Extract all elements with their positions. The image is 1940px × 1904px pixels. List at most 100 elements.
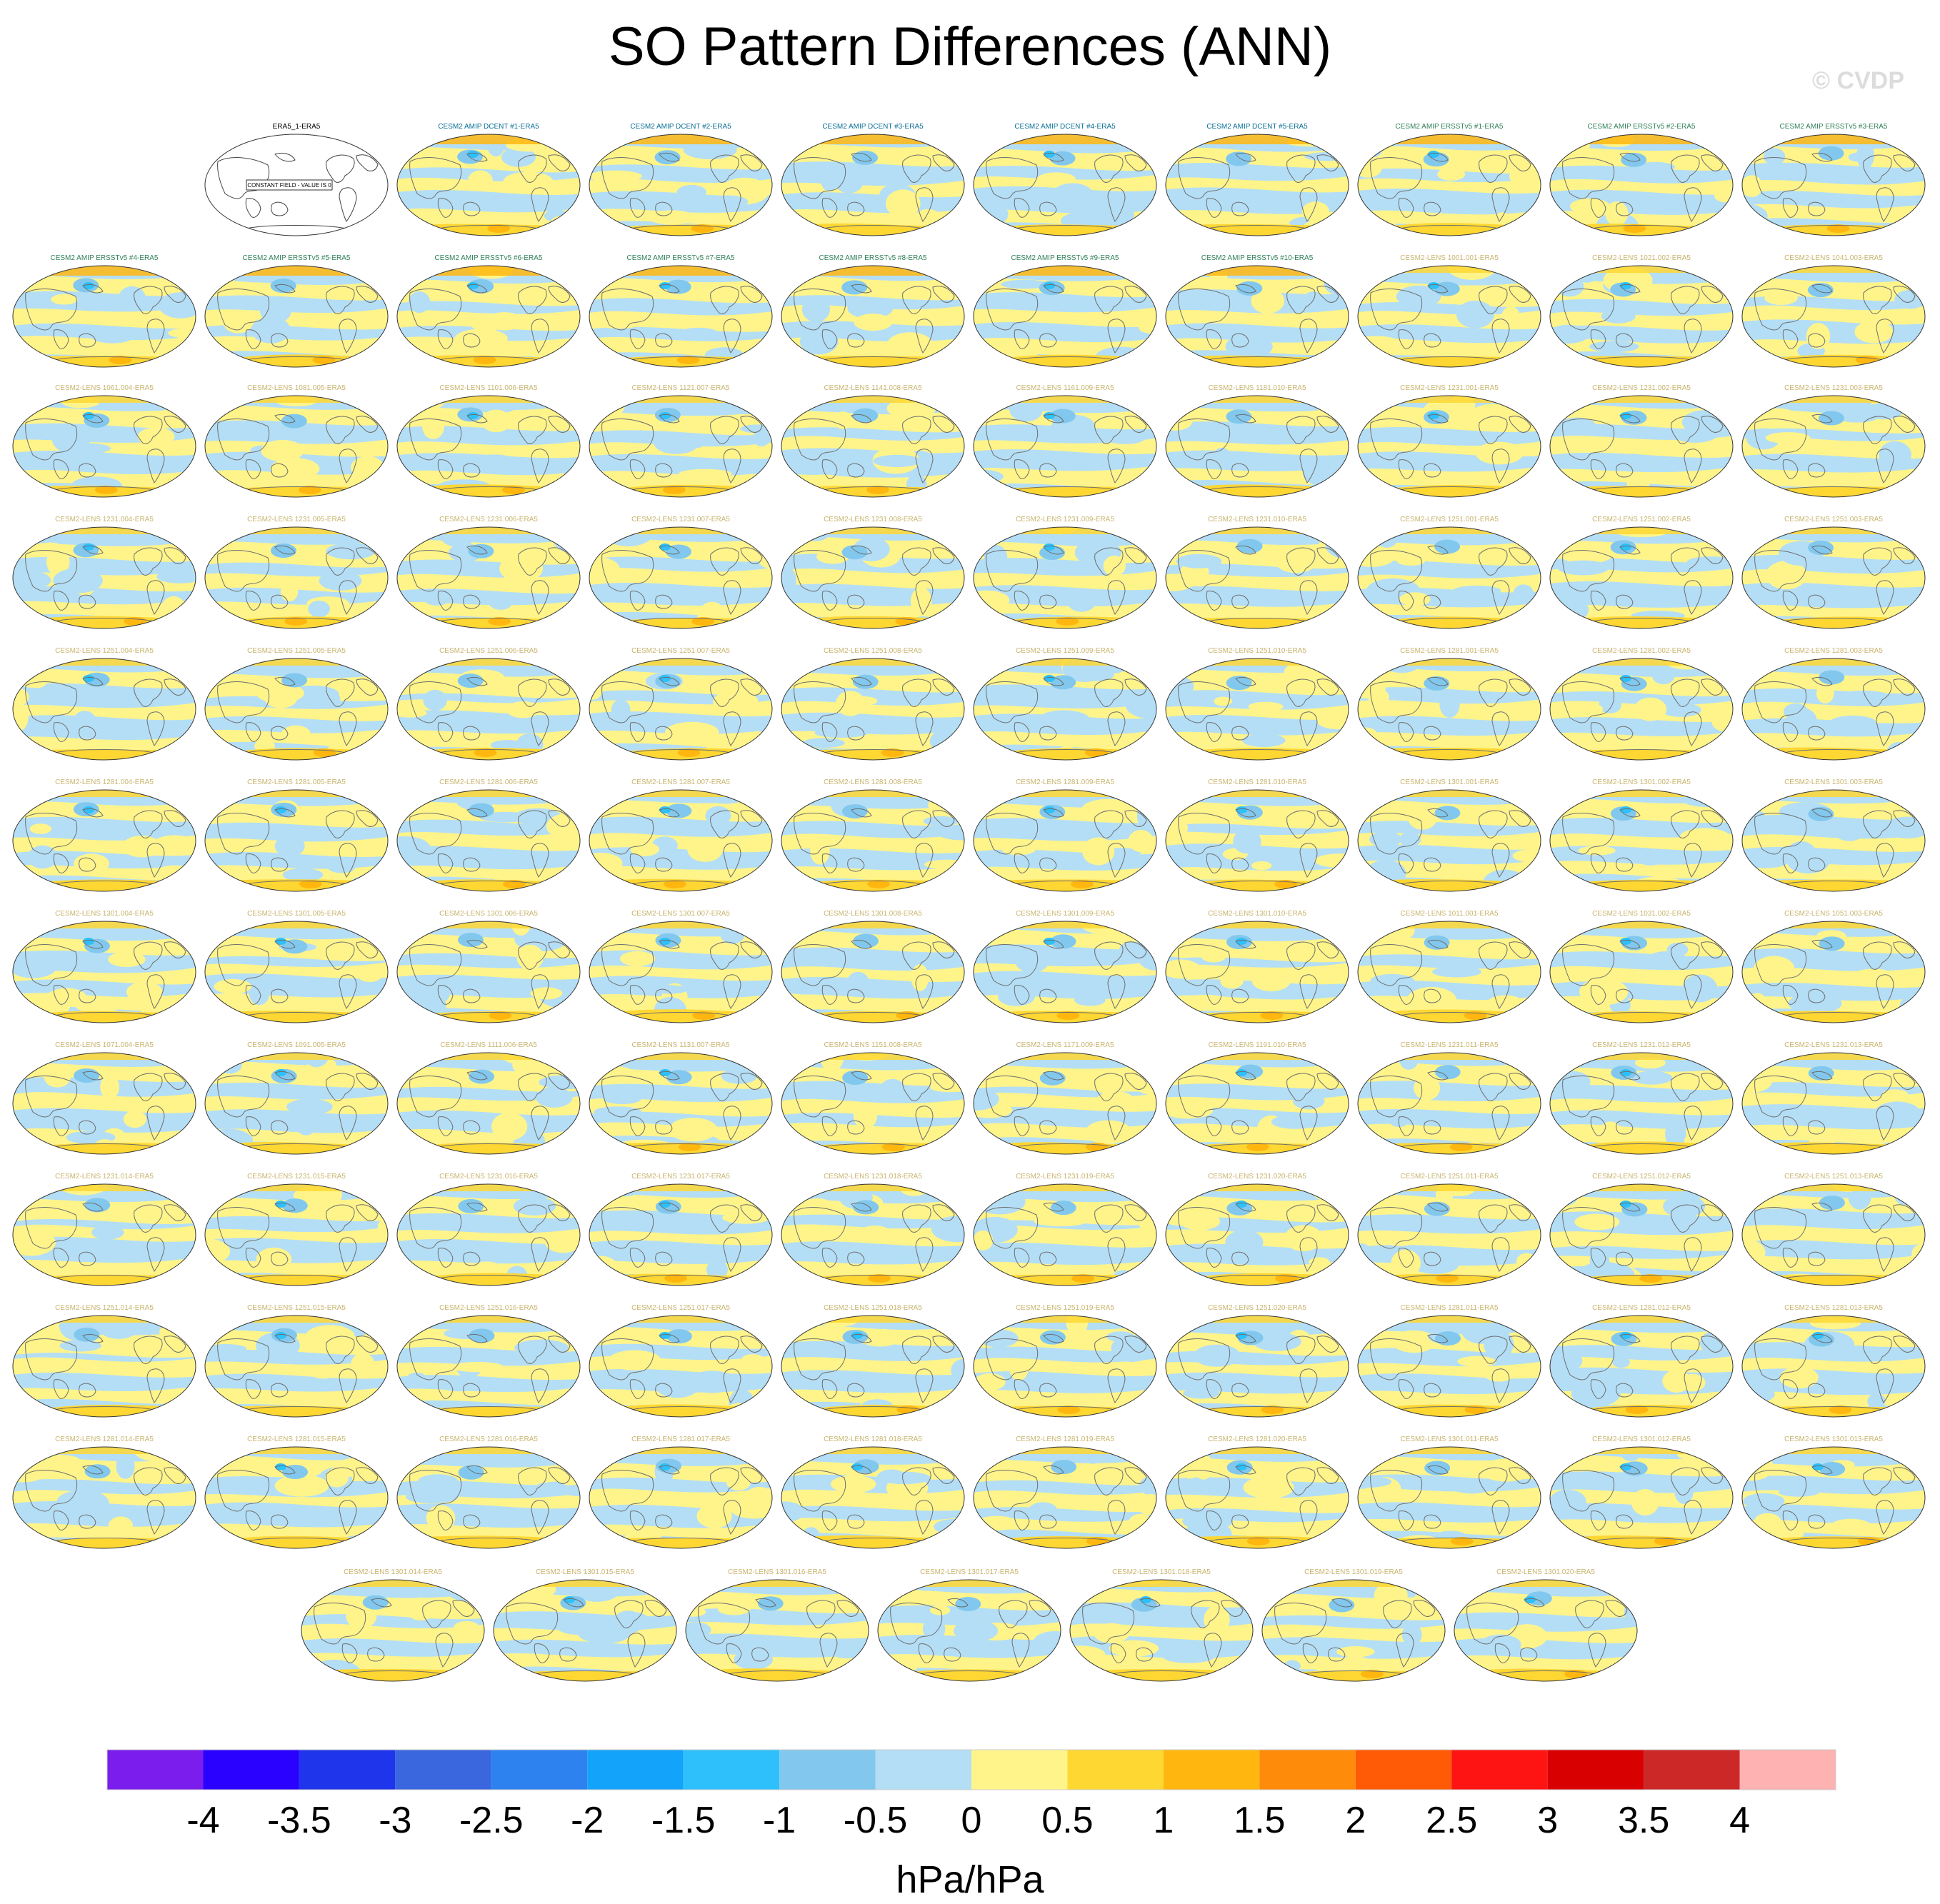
panel-title: CESM2 AMIP DCENT #1-ERA5 [438, 123, 539, 131]
map-panel: CESM2-LENS 1281.008-ERA5 [781, 778, 965, 892]
panel-title: CESM2-LENS 1251.002-ERA5 [1592, 516, 1691, 523]
map-panel: CESM2-LENS 1301.015-ERA5 [493, 1568, 677, 1682]
colorbar-tick-label: -3 [379, 1800, 411, 1841]
map-panel: CESM2 AMIP ERSSTv5 #2-ERA5 [1549, 123, 1734, 236]
panel-title: CESM2-LENS 1171.009-ERA5 [1016, 1041, 1114, 1049]
map-panel: CESM2-LENS 1231.005-ERA5 [204, 516, 389, 629]
map-panel: CESM2-LENS 1251.015-ERA5 [204, 1304, 389, 1418]
panel-title: CESM2-LENS 1301.012-ERA5 [1592, 1435, 1691, 1443]
map-panel: CESM2-LENS 1021.002-ERA5 [1549, 254, 1734, 368]
map-panel: CESM2-LENS 1281.019-ERA5 [973, 1435, 1157, 1549]
panel-title: CESM2-LENS 1281.016-ERA5 [439, 1435, 538, 1443]
map-panel: CESM2-LENS 1231.003-ERA5 [1741, 384, 1926, 498]
map-panel: CESM2-LENS 1131.007-ERA5 [589, 1041, 773, 1155]
map-panel: CESM2-LENS 1251.001-ERA5 [1357, 516, 1541, 629]
panel-title: CESM2-LENS 1301.002-ERA5 [1592, 778, 1691, 786]
panel-title: CESM2-LENS 1301.010-ERA5 [1208, 910, 1306, 918]
map-panel: CESM2-LENS 1301.006-ERA5 [396, 910, 581, 1023]
map-panel: CESM2-LENS 1301.007-ERA5 [589, 910, 773, 1023]
map-panel: CESM2-LENS 1301.005-ERA5 [204, 910, 389, 1023]
map-panel: CESM2-LENS 1251.006-ERA5 [396, 647, 581, 761]
panel-title: CESM2 AMIP ERSSTv5 #4-ERA5 [51, 254, 159, 262]
panel-title: CESM2 AMIP DCENT #5-ERA5 [1206, 123, 1308, 131]
panel-title: CESM2-LENS 1281.008-ERA5 [824, 778, 922, 786]
map-panel: CESM2-LENS 1061.004-ERA5 [12, 384, 196, 498]
map-panel: CESM2-LENS 1301.003-ERA5 [1741, 778, 1926, 892]
panel-title: CESM2-LENS 1251.004-ERA5 [55, 647, 154, 655]
map-panel: CESM2-LENS 1081.005-ERA5 [204, 384, 389, 498]
map-panel: CESM2-LENS 1121.007-ERA5 [589, 384, 773, 498]
map-panel: CESM2-LENS 1231.007-ERA5 [589, 516, 773, 629]
panel-title: CESM2-LENS 1301.003-ERA5 [1784, 778, 1883, 786]
map-panel: CESM2-LENS 1281.014-ERA5 [12, 1435, 196, 1549]
colorbar-swatch [491, 1750, 588, 1790]
map-panel: CESM2-LENS 1281.016-ERA5 [396, 1435, 581, 1549]
map-panel: CESM2-LENS 1101.006-ERA5 [396, 384, 581, 498]
panel-title: CESM2-LENS 1251.012-ERA5 [1592, 1173, 1691, 1181]
panel-title: CESM2-LENS 1251.013-ERA5 [1784, 1173, 1883, 1181]
panel-title: CESM2-LENS 1231.020-ERA5 [1208, 1173, 1306, 1181]
panel-title: CESM2-LENS 1231.003-ERA5 [1784, 384, 1883, 392]
panel-title: CESM2-LENS 1281.017-ERA5 [631, 1435, 730, 1443]
colorbar-tick-label: 2 [1345, 1800, 1366, 1841]
colorbar-swatch [779, 1750, 876, 1790]
colorbar-swatch [1451, 1750, 1548, 1790]
map-panel: CESM2-LENS 1251.020-ERA5 [1165, 1304, 1349, 1418]
colorbar-tick-label: 4 [1729, 1800, 1750, 1841]
map-panel: CESM2-LENS 1231.011-ERA5 [1357, 1041, 1541, 1155]
colorbar-swatch [1547, 1750, 1644, 1790]
colorbar-swatch [107, 1750, 204, 1790]
panel-title: CESM2-LENS 1301.004-ERA5 [55, 910, 154, 918]
map-panel: CESM2-LENS 1301.002-ERA5 [1549, 778, 1734, 892]
map-panel: CESM2 AMIP ERSSTv5 #9-ERA5 [973, 254, 1157, 368]
map-panel: CESM2-LENS 1281.006-ERA5 [396, 778, 581, 892]
panel-title: CESM2 AMIP DCENT #3-ERA5 [822, 123, 924, 131]
panel-title: CESM2-LENS 1301.014-ERA5 [344, 1568, 442, 1576]
colorbar-tick-label: 0.5 [1041, 1800, 1093, 1841]
map-panel: CESM2 AMIP DCENT #5-ERA5 [1165, 123, 1349, 236]
map-panel: CESM2-LENS 1011.001-ERA5 [1357, 910, 1541, 1023]
panel-title: CESM2-LENS 1251.008-ERA5 [824, 647, 922, 655]
panel-title: CESM2 AMIP ERSSTv5 #7-ERA5 [627, 254, 735, 262]
map-panel: CESM2-LENS 1231.006-ERA5 [396, 516, 581, 629]
map-panel: CESM2-LENS 1251.012-ERA5 [1549, 1173, 1734, 1286]
colorbar-swatch [971, 1750, 1068, 1790]
map-panel: CESM2-LENS 1251.014-ERA5 [12, 1304, 196, 1418]
map-panel: CESM2-LENS 1231.009-ERA5 [973, 516, 1157, 629]
map-panel: CESM2-LENS 1251.017-ERA5 [589, 1304, 773, 1418]
panel-title: CESM2-LENS 1231.004-ERA5 [55, 516, 154, 523]
colorbar-tick-label: 3.5 [1618, 1800, 1669, 1841]
panel-title: CESM2-LENS 1051.003-ERA5 [1784, 910, 1883, 918]
colorbar-swatch [1163, 1750, 1260, 1790]
map-panel: CESM2-LENS 1251.016-ERA5 [396, 1304, 581, 1418]
panel-title: CESM2-LENS 1281.010-ERA5 [1208, 778, 1306, 786]
panel-title: CESM2-LENS 1281.004-ERA5 [55, 778, 154, 786]
panel-title: CESM2-LENS 1281.007-ERA5 [631, 778, 730, 786]
panel-title: CESM2-LENS 1111.006-ERA5 [440, 1041, 537, 1049]
map-panel: CESM2-LENS 1251.013-ERA5 [1741, 1173, 1926, 1286]
panel-title: CESM2 AMIP ERSSTv5 #5-ERA5 [243, 254, 351, 262]
map-panel: CESM2-LENS 1301.019-ERA5 [1261, 1568, 1446, 1682]
map-panel: CESM2-LENS 1251.008-ERA5 [781, 647, 965, 761]
panel-title: CESM2-LENS 1251.019-ERA5 [1016, 1304, 1114, 1312]
panel-title: CESM2-LENS 1071.004-ERA5 [55, 1041, 154, 1049]
panel-title: CESM2-LENS 1251.016-ERA5 [439, 1304, 538, 1312]
map-panel: CESM2-LENS 1231.013-ERA5 [1741, 1041, 1926, 1155]
map-panel: CESM2-LENS 1301.008-ERA5 [781, 910, 965, 1023]
map-panel: CESM2-LENS 1231.018-ERA5 [781, 1173, 965, 1286]
panel-title: CESM2 AMIP DCENT #4-ERA5 [1014, 123, 1116, 131]
colorbar-tick-label: -2 [571, 1800, 604, 1841]
map-panel: ERA5_1-ERA5 CONSTANT FIELD - VALUE IS 0 [204, 123, 389, 236]
panel-title: CESM2-LENS 1231.011-ERA5 [1400, 1041, 1499, 1049]
panel-title: CESM2-LENS 1251.014-ERA5 [55, 1304, 154, 1312]
panel-title: CESM2-LENS 1281.012-ERA5 [1592, 1304, 1691, 1312]
panel-title: CESM2 AMIP ERSSTv5 #3-ERA5 [1780, 123, 1888, 131]
map-panel: CESM2-LENS 1091.005-ERA5 [204, 1041, 389, 1155]
panel-title: CESM2 AMIP DCENT #2-ERA5 [630, 123, 731, 131]
map-panel: CESM2 AMIP ERSSTv5 #7-ERA5 [589, 254, 773, 368]
map-panel: CESM2-LENS 1301.020-ERA5 [1454, 1568, 1638, 1682]
panel-title: CESM2-LENS 1231.015-ERA5 [247, 1173, 346, 1181]
panel-title: CESM2-LENS 1061.004-ERA5 [55, 384, 154, 392]
map-panel: CESM2 AMIP ERSSTv5 #5-ERA5 [204, 254, 389, 368]
colorbar-swatch [299, 1750, 396, 1790]
